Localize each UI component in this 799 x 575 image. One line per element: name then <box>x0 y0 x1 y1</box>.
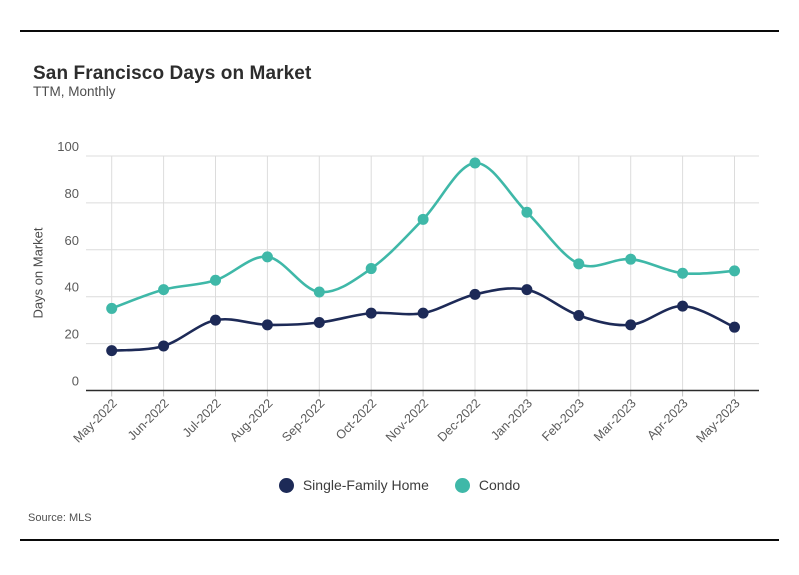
data-point <box>469 288 481 300</box>
x-tick-label: Feb-2023 <box>539 396 587 444</box>
data-point <box>158 340 170 352</box>
x-tick-label: Nov-2022 <box>383 396 431 444</box>
source-note: Source: MLS <box>28 512 92 524</box>
y-tick-label: 100 <box>57 139 79 154</box>
data-point <box>313 316 325 328</box>
x-tick-label: Mar-2023 <box>591 396 639 444</box>
data-point <box>365 263 377 275</box>
x-tick-label: May-2022 <box>71 396 120 445</box>
legend-label-single-family-home: Single-Family Home <box>302 477 429 493</box>
y-tick-label: 60 <box>65 233 79 248</box>
top-divider <box>20 30 779 32</box>
x-tick-label: Jul-2022 <box>180 396 224 440</box>
data-point <box>573 258 585 270</box>
chart-legend: Single-Family Home Condo <box>0 477 799 493</box>
data-point <box>417 307 429 319</box>
data-point <box>261 251 273 263</box>
data-point <box>106 345 118 357</box>
y-tick-label: 0 <box>72 374 79 389</box>
x-tick-label: Jun-2022 <box>125 396 172 443</box>
data-point <box>729 265 740 277</box>
legend-dot-condo <box>454 477 470 493</box>
x-tick-label: May-2023 <box>693 396 742 445</box>
x-tick-label: Dec-2022 <box>435 396 483 444</box>
bottom-divider <box>20 539 779 541</box>
line-chart: 0 20 40 60 80 100 May-2022 Jun-2022 Jul-2022 Aug-… <box>57 139 759 445</box>
data-point <box>625 319 637 331</box>
data-point <box>729 321 740 333</box>
data-point <box>521 284 533 296</box>
chart-title: San Francisco Days on Market <box>33 62 312 84</box>
chart-subtitle: TTM, Monthly <box>33 84 116 99</box>
x-tick-label: Aug-2022 <box>227 396 275 444</box>
data-point <box>677 267 689 279</box>
x-tick-label: Jan-2023 <box>488 396 535 443</box>
data-point <box>158 284 170 296</box>
x-tick-label: Apr-2023 <box>644 396 690 442</box>
data-point <box>417 213 429 225</box>
data-point <box>625 253 637 265</box>
data-point <box>521 206 533 218</box>
data-point <box>365 307 377 319</box>
x-tick-label: Sep-2022 <box>279 396 327 444</box>
y-tick-label: 80 <box>65 186 79 201</box>
data-point <box>210 274 221 286</box>
legend-dot-single-family-home <box>278 477 294 493</box>
data-point <box>261 319 273 331</box>
legend-label-condo: Condo <box>478 477 521 493</box>
y-tick-label: 20 <box>65 327 79 342</box>
data-point <box>469 157 481 169</box>
data-point <box>106 302 118 314</box>
data-point <box>573 309 585 321</box>
y-tick-label: 40 <box>65 280 79 295</box>
data-point <box>210 314 221 326</box>
legend-item-single-family-home: Single-Family Home <box>278 477 429 493</box>
data-point <box>313 286 325 298</box>
data-point <box>677 300 689 312</box>
x-tick-label: Oct-2022 <box>333 396 379 442</box>
legend-item-condo: Condo <box>454 477 521 493</box>
